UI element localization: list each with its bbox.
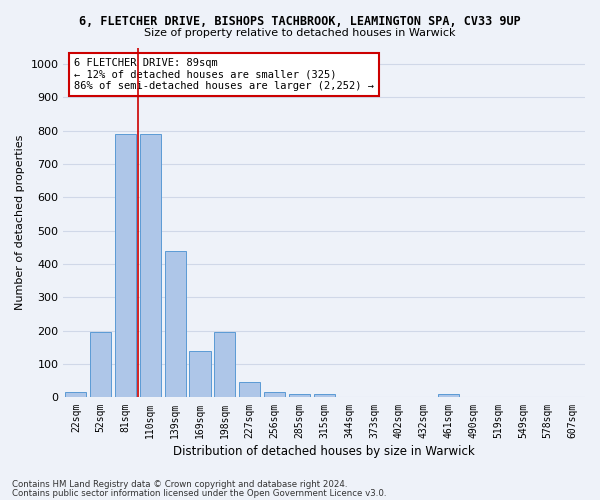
Bar — [239, 382, 260, 398]
Bar — [190, 351, 211, 398]
Text: Size of property relative to detached houses in Warwick: Size of property relative to detached ho… — [144, 28, 456, 38]
Bar — [264, 392, 285, 398]
Y-axis label: Number of detached properties: Number of detached properties — [15, 135, 25, 310]
Text: 6 FLETCHER DRIVE: 89sqm
← 12% of detached houses are smaller (325)
86% of semi-d: 6 FLETCHER DRIVE: 89sqm ← 12% of detache… — [74, 58, 374, 91]
Text: Contains public sector information licensed under the Open Government Licence v3: Contains public sector information licen… — [12, 488, 386, 498]
Text: Contains HM Land Registry data © Crown copyright and database right 2024.: Contains HM Land Registry data © Crown c… — [12, 480, 347, 489]
Bar — [438, 394, 459, 398]
Bar — [214, 332, 235, 398]
Bar — [65, 392, 86, 398]
Bar — [140, 134, 161, 398]
Bar — [115, 134, 136, 398]
Bar — [314, 394, 335, 398]
Text: 6, FLETCHER DRIVE, BISHOPS TACHBROOK, LEAMINGTON SPA, CV33 9UP: 6, FLETCHER DRIVE, BISHOPS TACHBROOK, LE… — [79, 15, 521, 28]
X-axis label: Distribution of detached houses by size in Warwick: Distribution of detached houses by size … — [173, 444, 475, 458]
Bar — [164, 251, 186, 398]
Bar — [289, 394, 310, 398]
Bar — [90, 332, 111, 398]
